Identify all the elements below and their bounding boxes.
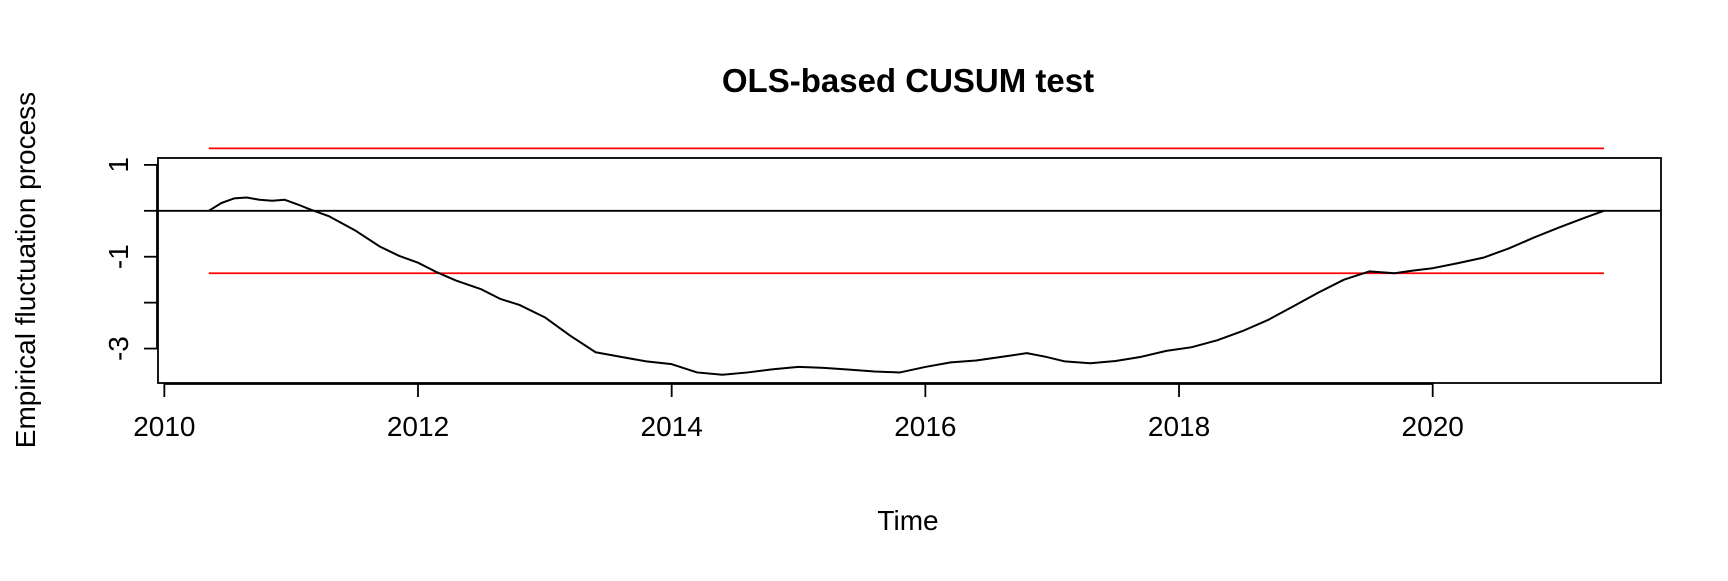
x-tick-label: 2020 [1402, 411, 1464, 442]
x-axis: 2010 2012 2014 2016 2018 2020 [133, 383, 1464, 442]
chart-title: OLS-based CUSUM test [722, 62, 1094, 99]
y-tick-label: 1 [103, 157, 134, 173]
y-tick-label: -3 [103, 336, 134, 361]
x-tick-label: 2012 [387, 411, 449, 442]
plot-frame [157, 157, 1662, 384]
y-axis-label: Empirical fluctuation process [10, 92, 41, 448]
fluctuation-process-line [208, 196, 1605, 376]
y-axis: 1 -1 -3 [103, 157, 158, 361]
plot-area [157, 147, 1662, 384]
x-tick-label: 2010 [133, 411, 195, 442]
x-tick-label: 2018 [1148, 411, 1210, 442]
x-tick-label: 2014 [641, 411, 703, 442]
x-axis-label: Time [877, 505, 938, 536]
x-tick-label: 2016 [894, 411, 956, 442]
y-tick-label: -1 [103, 244, 134, 269]
